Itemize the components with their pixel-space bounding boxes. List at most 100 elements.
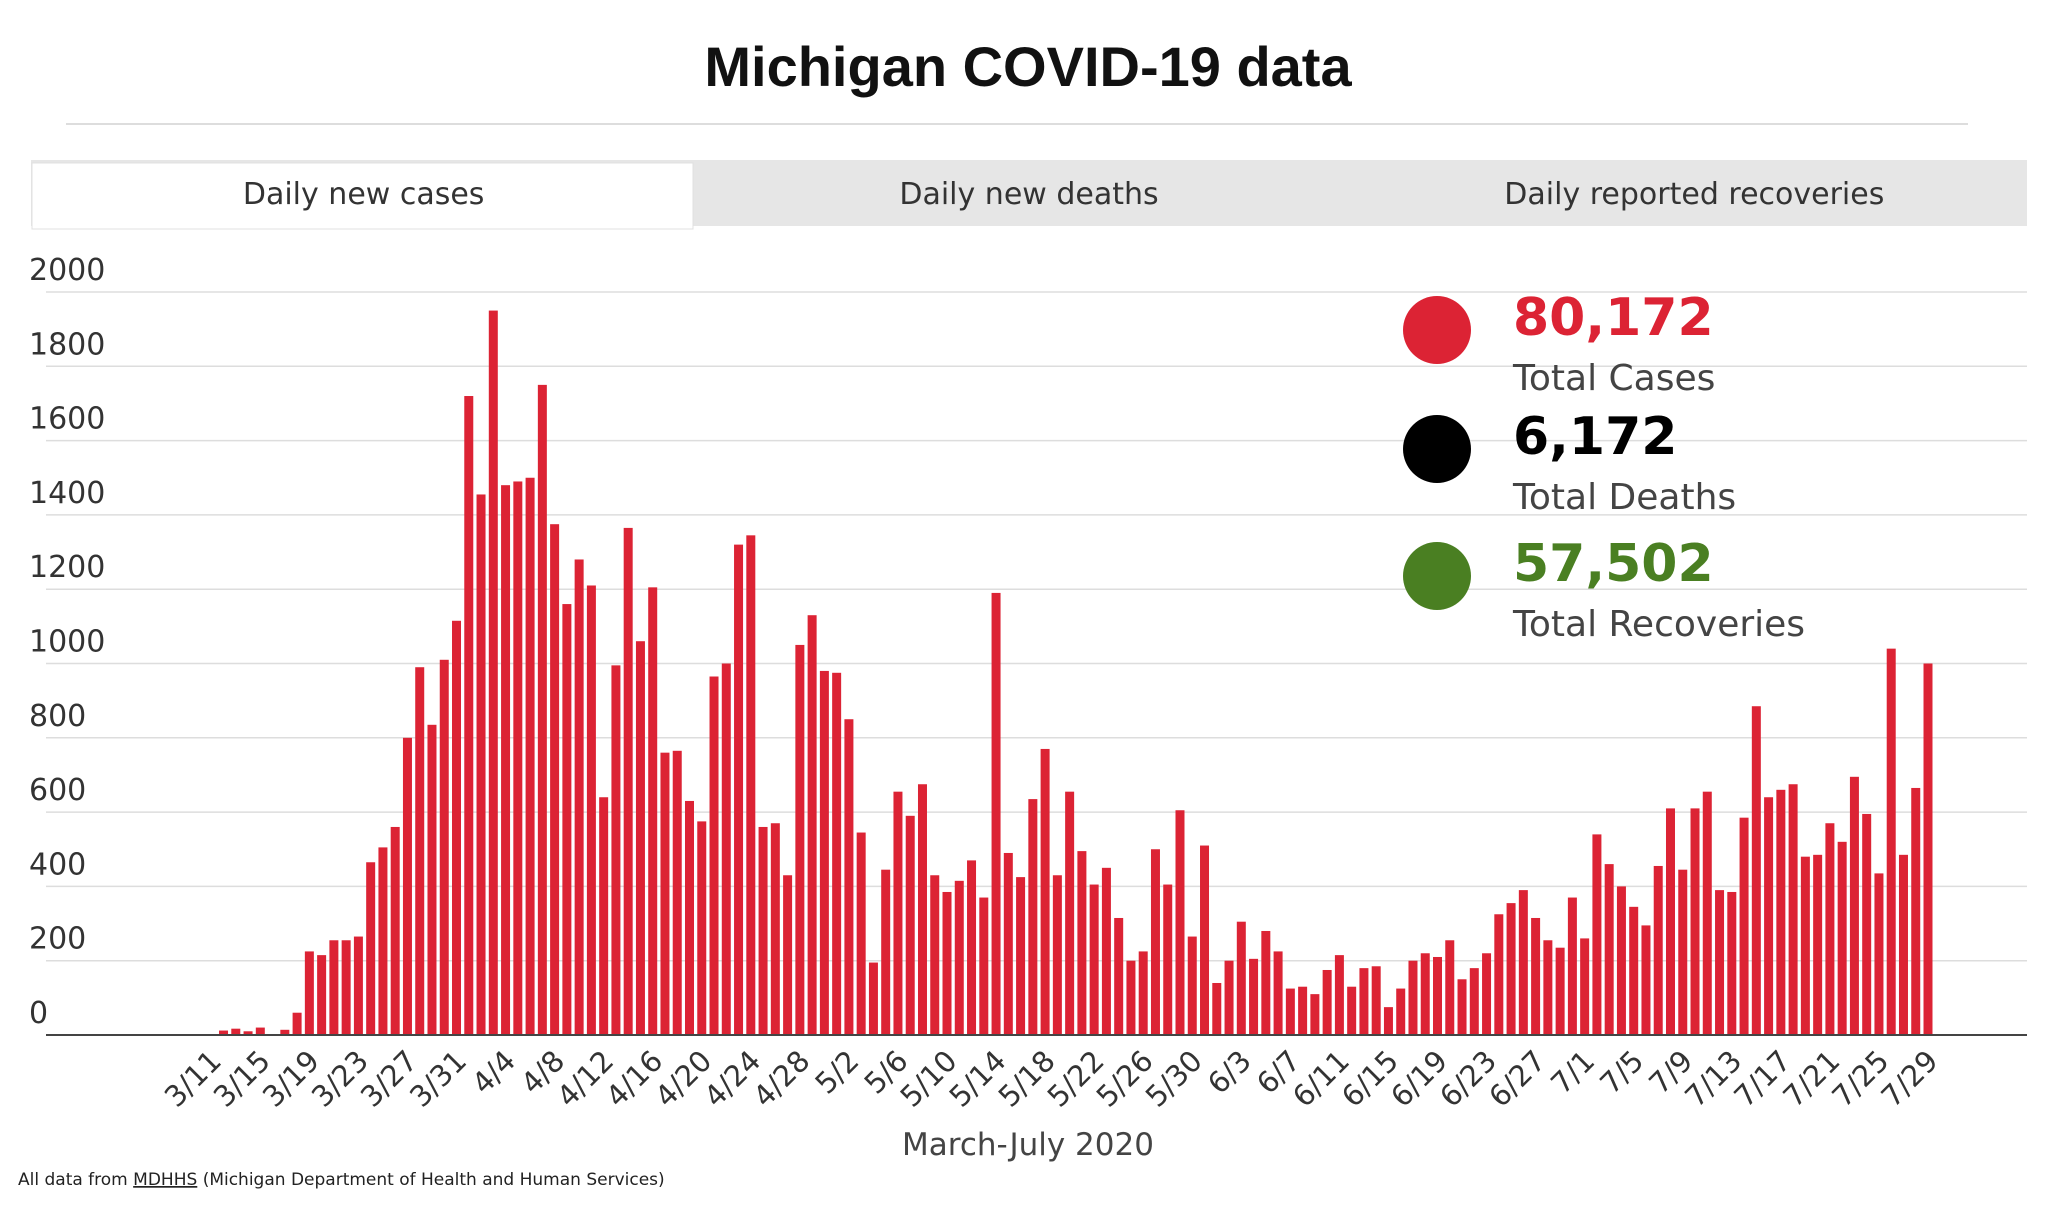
bar bbox=[783, 875, 793, 1035]
bar bbox=[1825, 823, 1835, 1035]
stat-value: 6,172 bbox=[1513, 407, 1677, 467]
stat-dot bbox=[1403, 415, 1471, 483]
bar bbox=[1911, 787, 1921, 1035]
bar bbox=[439, 659, 449, 1035]
bar bbox=[807, 615, 817, 1035]
y-tick-label: 1400 bbox=[29, 476, 105, 511]
bar bbox=[905, 815, 915, 1035]
bar bbox=[1898, 854, 1908, 1035]
footer-link[interactable]: MDHHS bbox=[133, 1170, 197, 1190]
bar bbox=[1690, 808, 1700, 1035]
bar bbox=[415, 667, 425, 1035]
bar bbox=[930, 875, 940, 1035]
bar bbox=[231, 1028, 241, 1035]
bar bbox=[1077, 851, 1087, 1035]
bar bbox=[954, 880, 964, 1035]
x-axis-title: March-July 2020 bbox=[902, 1127, 1154, 1163]
bar bbox=[280, 1029, 290, 1035]
bar bbox=[684, 800, 694, 1035]
bar bbox=[513, 481, 523, 1036]
bar bbox=[476, 494, 486, 1035]
bar bbox=[1040, 748, 1050, 1035]
tab-label[interactable]: Daily new deaths bbox=[899, 177, 1158, 212]
bar bbox=[917, 784, 927, 1035]
x-tick-label: 6/3 bbox=[1201, 1044, 1258, 1101]
bar bbox=[1653, 865, 1663, 1035]
bar bbox=[1751, 706, 1761, 1035]
bar bbox=[1592, 834, 1602, 1035]
active-tab[interactable] bbox=[31, 162, 694, 230]
bar bbox=[1445, 940, 1455, 1035]
bar bbox=[550, 524, 560, 1035]
bar bbox=[1396, 988, 1406, 1035]
bar bbox=[1482, 953, 1492, 1035]
bar bbox=[1359, 968, 1369, 1035]
bar bbox=[586, 585, 596, 1035]
bar bbox=[881, 869, 891, 1035]
bar bbox=[1506, 903, 1516, 1035]
bar bbox=[697, 821, 707, 1035]
bar bbox=[991, 592, 1001, 1035]
bar bbox=[1641, 925, 1651, 1035]
tab-label[interactable]: Daily reported recoveries bbox=[1504, 177, 1884, 212]
bar bbox=[1433, 956, 1443, 1035]
bar bbox=[709, 676, 719, 1035]
bar bbox=[893, 791, 903, 1035]
bar bbox=[390, 826, 400, 1035]
bar bbox=[746, 535, 756, 1035]
bar bbox=[1604, 864, 1614, 1035]
bar bbox=[721, 663, 731, 1035]
bar bbox=[525, 477, 535, 1035]
bar bbox=[1126, 960, 1136, 1035]
bar bbox=[1298, 986, 1308, 1035]
bar bbox=[1616, 886, 1626, 1035]
stat-label: Total Cases bbox=[1512, 358, 1715, 399]
bar bbox=[856, 832, 866, 1035]
bar bbox=[1016, 877, 1026, 1035]
bar bbox=[366, 862, 376, 1035]
bar bbox=[402, 737, 412, 1035]
bar bbox=[660, 752, 670, 1035]
bar bbox=[1334, 955, 1344, 1035]
bar bbox=[1261, 930, 1271, 1035]
bar bbox=[1175, 810, 1185, 1035]
bar bbox=[1236, 921, 1246, 1035]
bar bbox=[304, 951, 314, 1035]
bar bbox=[1457, 979, 1467, 1035]
bar bbox=[1837, 841, 1847, 1035]
bar bbox=[1678, 869, 1688, 1035]
bar bbox=[1800, 856, 1810, 1035]
bar bbox=[1420, 953, 1430, 1035]
x-tick-label: 7/29 bbox=[1875, 1044, 1945, 1114]
stat-value: 57,502 bbox=[1513, 534, 1714, 594]
bar bbox=[1371, 966, 1381, 1035]
bar bbox=[1518, 890, 1528, 1035]
bar bbox=[1028, 799, 1038, 1035]
tab-label[interactable]: Daily new cases bbox=[243, 177, 485, 212]
bar bbox=[1776, 789, 1786, 1035]
bar bbox=[255, 1027, 265, 1035]
stat-label: Total Recoveries bbox=[1512, 604, 1805, 645]
bar bbox=[1150, 849, 1160, 1035]
bar bbox=[1273, 951, 1283, 1035]
x-tick-label: 5/30 bbox=[1139, 1044, 1209, 1114]
bar bbox=[1764, 797, 1774, 1035]
bar bbox=[868, 962, 878, 1035]
bar bbox=[1285, 988, 1295, 1035]
bar bbox=[623, 527, 633, 1035]
bar bbox=[219, 1030, 229, 1035]
y-tick-label: 200 bbox=[29, 922, 86, 957]
bar bbox=[1543, 940, 1553, 1035]
y-tick-label: 1800 bbox=[29, 327, 105, 362]
bar bbox=[353, 936, 363, 1035]
footer: All data from MDHHS (Michigan Department… bbox=[18, 1170, 665, 1190]
bar bbox=[1813, 854, 1823, 1035]
bar bbox=[1555, 947, 1565, 1035]
x-tick-label: 7/5 bbox=[1593, 1044, 1650, 1101]
y-tick-label: 1000 bbox=[29, 625, 105, 660]
bar bbox=[1347, 986, 1357, 1035]
y-tick-label: 0 bbox=[29, 996, 48, 1031]
bar bbox=[452, 620, 462, 1035]
bar bbox=[1715, 890, 1725, 1035]
